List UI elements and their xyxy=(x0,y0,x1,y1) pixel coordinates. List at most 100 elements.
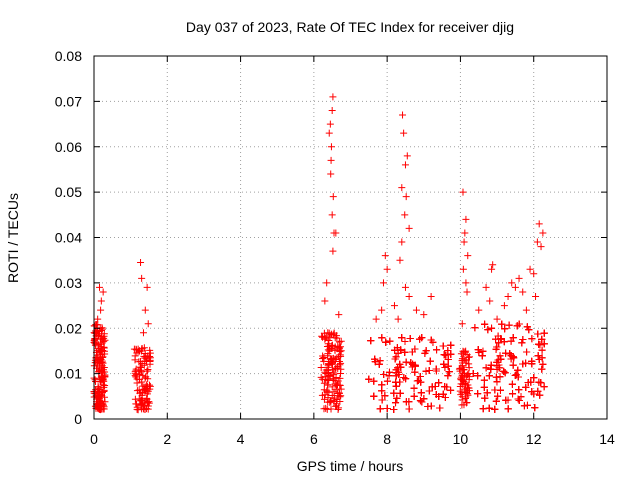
data-point xyxy=(520,402,528,410)
data-point xyxy=(493,378,501,386)
data-point xyxy=(528,335,536,343)
data-point xyxy=(99,359,107,367)
data-point xyxy=(494,392,502,400)
data-point xyxy=(328,106,336,114)
data-point xyxy=(136,371,144,379)
data-point xyxy=(97,297,105,305)
data-point xyxy=(495,339,503,347)
data-point xyxy=(463,372,471,380)
data-point xyxy=(505,321,513,329)
data-point xyxy=(101,381,109,389)
data-point xyxy=(514,366,522,374)
data-point xyxy=(95,355,103,363)
data-point xyxy=(519,335,527,343)
data-point xyxy=(439,390,447,398)
data-point xyxy=(481,320,489,328)
data-point xyxy=(484,326,492,334)
data-point xyxy=(332,229,340,237)
data-point xyxy=(493,315,501,323)
data-point xyxy=(100,393,108,401)
data-point xyxy=(432,390,440,398)
data-point xyxy=(390,389,398,397)
data-point xyxy=(327,143,335,151)
data-point xyxy=(515,320,523,328)
data-point xyxy=(322,375,330,383)
data-point xyxy=(337,385,345,393)
data-point xyxy=(392,382,400,390)
data-point xyxy=(101,373,109,381)
data-point xyxy=(413,377,421,385)
y-tick-label: 0.05 xyxy=(55,184,82,200)
data-point xyxy=(398,184,406,192)
data-point xyxy=(327,405,335,413)
data-point xyxy=(405,405,413,413)
data-point xyxy=(381,392,389,400)
data-point xyxy=(507,337,515,345)
data-point xyxy=(99,405,107,413)
data-point xyxy=(411,361,419,369)
data-point xyxy=(482,364,490,372)
data-point xyxy=(508,279,516,287)
data-point xyxy=(329,193,337,201)
data-point xyxy=(146,349,154,357)
data-point xyxy=(535,355,543,363)
data-point xyxy=(515,386,523,394)
data-point xyxy=(525,326,533,334)
data-point xyxy=(330,370,338,378)
data-point xyxy=(326,397,334,405)
data-point xyxy=(144,387,152,395)
data-point xyxy=(465,376,473,384)
data-point xyxy=(519,288,527,296)
data-point xyxy=(334,342,342,350)
data-point xyxy=(515,396,523,404)
data-point xyxy=(478,352,486,360)
data-point xyxy=(501,369,509,377)
data-point xyxy=(145,398,153,406)
data-point xyxy=(332,354,340,362)
data-point xyxy=(506,350,514,358)
data-point xyxy=(144,365,152,373)
data-point xyxy=(402,398,410,406)
data-point xyxy=(330,376,338,384)
data-point xyxy=(365,375,373,383)
data-point xyxy=(335,311,343,319)
data-point xyxy=(403,152,411,160)
data-point xyxy=(458,389,466,397)
data-point xyxy=(485,404,493,412)
data-point xyxy=(139,329,147,337)
data-point xyxy=(138,274,146,282)
data-point xyxy=(483,389,491,397)
data-point xyxy=(405,224,413,232)
data-point xyxy=(332,364,340,372)
data-point xyxy=(336,348,344,356)
data-point xyxy=(327,330,335,338)
y-tick-label: 0.04 xyxy=(55,230,82,246)
data-point xyxy=(330,329,338,337)
data-point xyxy=(325,388,333,396)
data-point xyxy=(422,347,430,355)
data-point xyxy=(463,398,471,406)
data-point xyxy=(535,340,543,348)
data-point xyxy=(530,270,538,278)
data-point xyxy=(328,383,336,391)
data-point xyxy=(492,397,500,405)
data-point xyxy=(317,363,325,371)
data-point xyxy=(400,373,408,381)
data-point xyxy=(522,306,530,314)
data-point xyxy=(482,283,490,291)
data-point xyxy=(496,373,504,381)
data-point xyxy=(433,346,441,354)
data-point xyxy=(508,380,516,388)
data-point xyxy=(489,261,497,269)
data-point xyxy=(436,404,444,412)
y-tick-label: 0.08 xyxy=(55,48,82,64)
data-point xyxy=(329,247,337,255)
data-point xyxy=(100,338,108,346)
data-point xyxy=(378,306,386,314)
x-tick-label: 2 xyxy=(163,431,171,447)
data-point xyxy=(400,129,408,137)
data-point xyxy=(417,389,425,397)
data-point xyxy=(333,381,341,389)
data-point xyxy=(96,385,104,393)
data-point xyxy=(133,400,141,408)
